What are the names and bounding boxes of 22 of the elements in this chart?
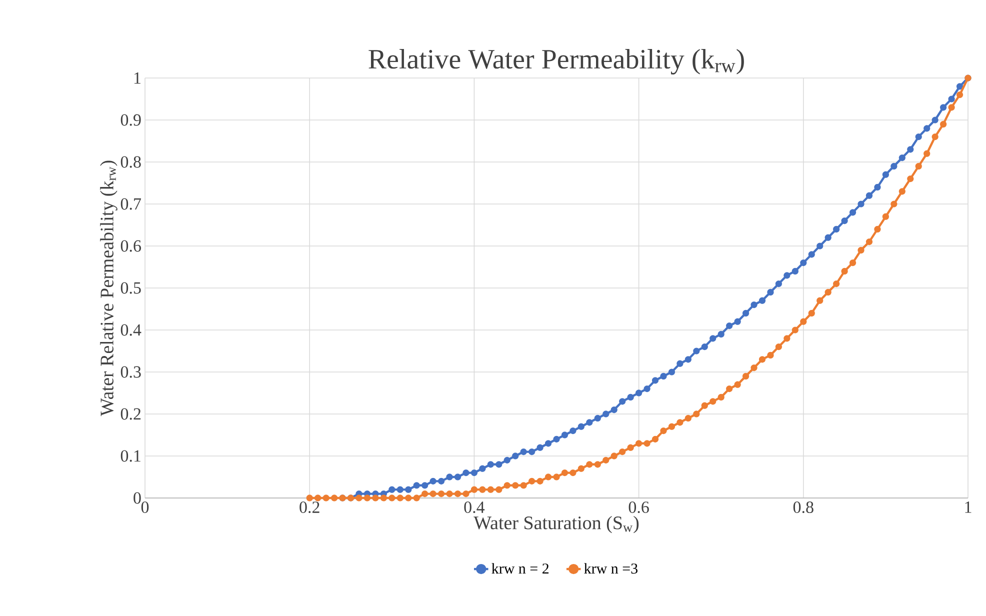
x-tick-label: 0.4 xyxy=(464,502,485,514)
x-axis-title: Water Saturation (S$_{w}$) xyxy=(474,516,639,534)
x-tick-label: 0.8 xyxy=(793,502,814,514)
y-axis-title: Water Relative Permeability (k$_{rw}$) xyxy=(100,160,118,416)
x-tick-label: 0 xyxy=(141,502,149,513)
y-tick-label: 0.9 xyxy=(120,114,141,126)
chart-title: Relative Water Permeability (k$_{rw}$) xyxy=(368,48,744,74)
y-tick-label: 0.8 xyxy=(120,156,141,168)
y-tick-label: 0.3 xyxy=(120,366,141,378)
y-tick-label: 0.5 xyxy=(120,282,141,294)
y-tick-label: 0.6 xyxy=(120,240,141,252)
legend-label: krw n = 2 xyxy=(492,563,549,574)
legend-label: krw n =3 xyxy=(584,563,638,574)
y-tick-label: 0.4 xyxy=(120,324,142,336)
y-tick-label: 0.7 xyxy=(120,198,141,210)
y-tick-label: 0.1 xyxy=(120,450,140,462)
x-tick-label: 1 xyxy=(965,502,972,513)
y-tick-label: 0.2 xyxy=(120,408,141,420)
y-tick-label: 0 xyxy=(134,492,141,504)
x-tick-label: 0.6 xyxy=(628,502,649,514)
x-tick-label: 0.2 xyxy=(300,502,320,514)
y-tick-label: 1 xyxy=(134,72,140,84)
